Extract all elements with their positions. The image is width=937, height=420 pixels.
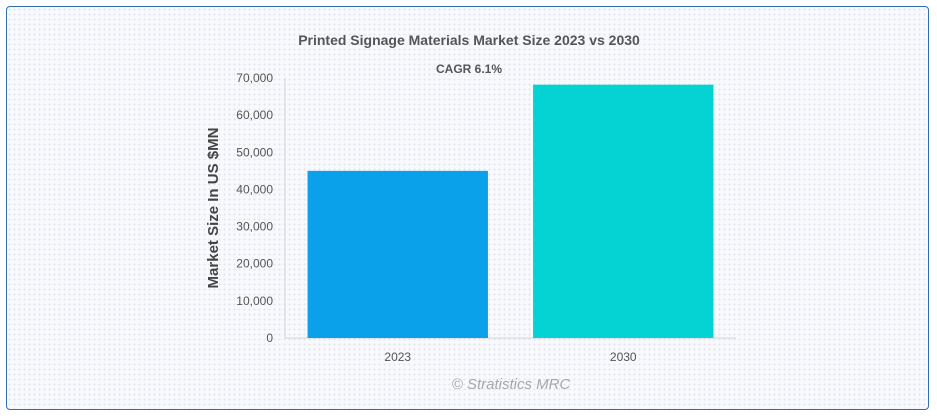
chart-title: Printed Signage Materials Market Size 20… — [298, 32, 640, 48]
credit-watermark: © Stratistics MRC — [452, 376, 571, 393]
x-tick-label: 2023 — [384, 350, 411, 364]
y-tick-label: 40,000 — [236, 182, 273, 196]
y-axis-label: Market Size In US $MN — [205, 128, 222, 289]
y-tick-label: 60,000 — [236, 108, 273, 122]
y-tick-label: 0 — [266, 331, 273, 345]
y-tick-label: 20,000 — [236, 257, 273, 271]
bar-2030 — [533, 84, 714, 338]
y-tick-label: 70,000 — [236, 71, 273, 85]
bar-2023 — [307, 170, 488, 338]
x-tick-label: 2030 — [610, 350, 637, 364]
bars — [307, 84, 714, 338]
y-tick-label: 10,000 — [236, 294, 273, 308]
y-ticks: 0 10,000 20,000 30,000 40,000 50,000 60,000 70,… — [236, 71, 273, 345]
y-tick-label: 30,000 — [236, 220, 273, 234]
y-tick-label: 50,000 — [236, 145, 273, 159]
chart-subtitle: CAGR 6.1% — [436, 62, 502, 76]
x-ticks: 2023 2030 — [384, 350, 637, 364]
